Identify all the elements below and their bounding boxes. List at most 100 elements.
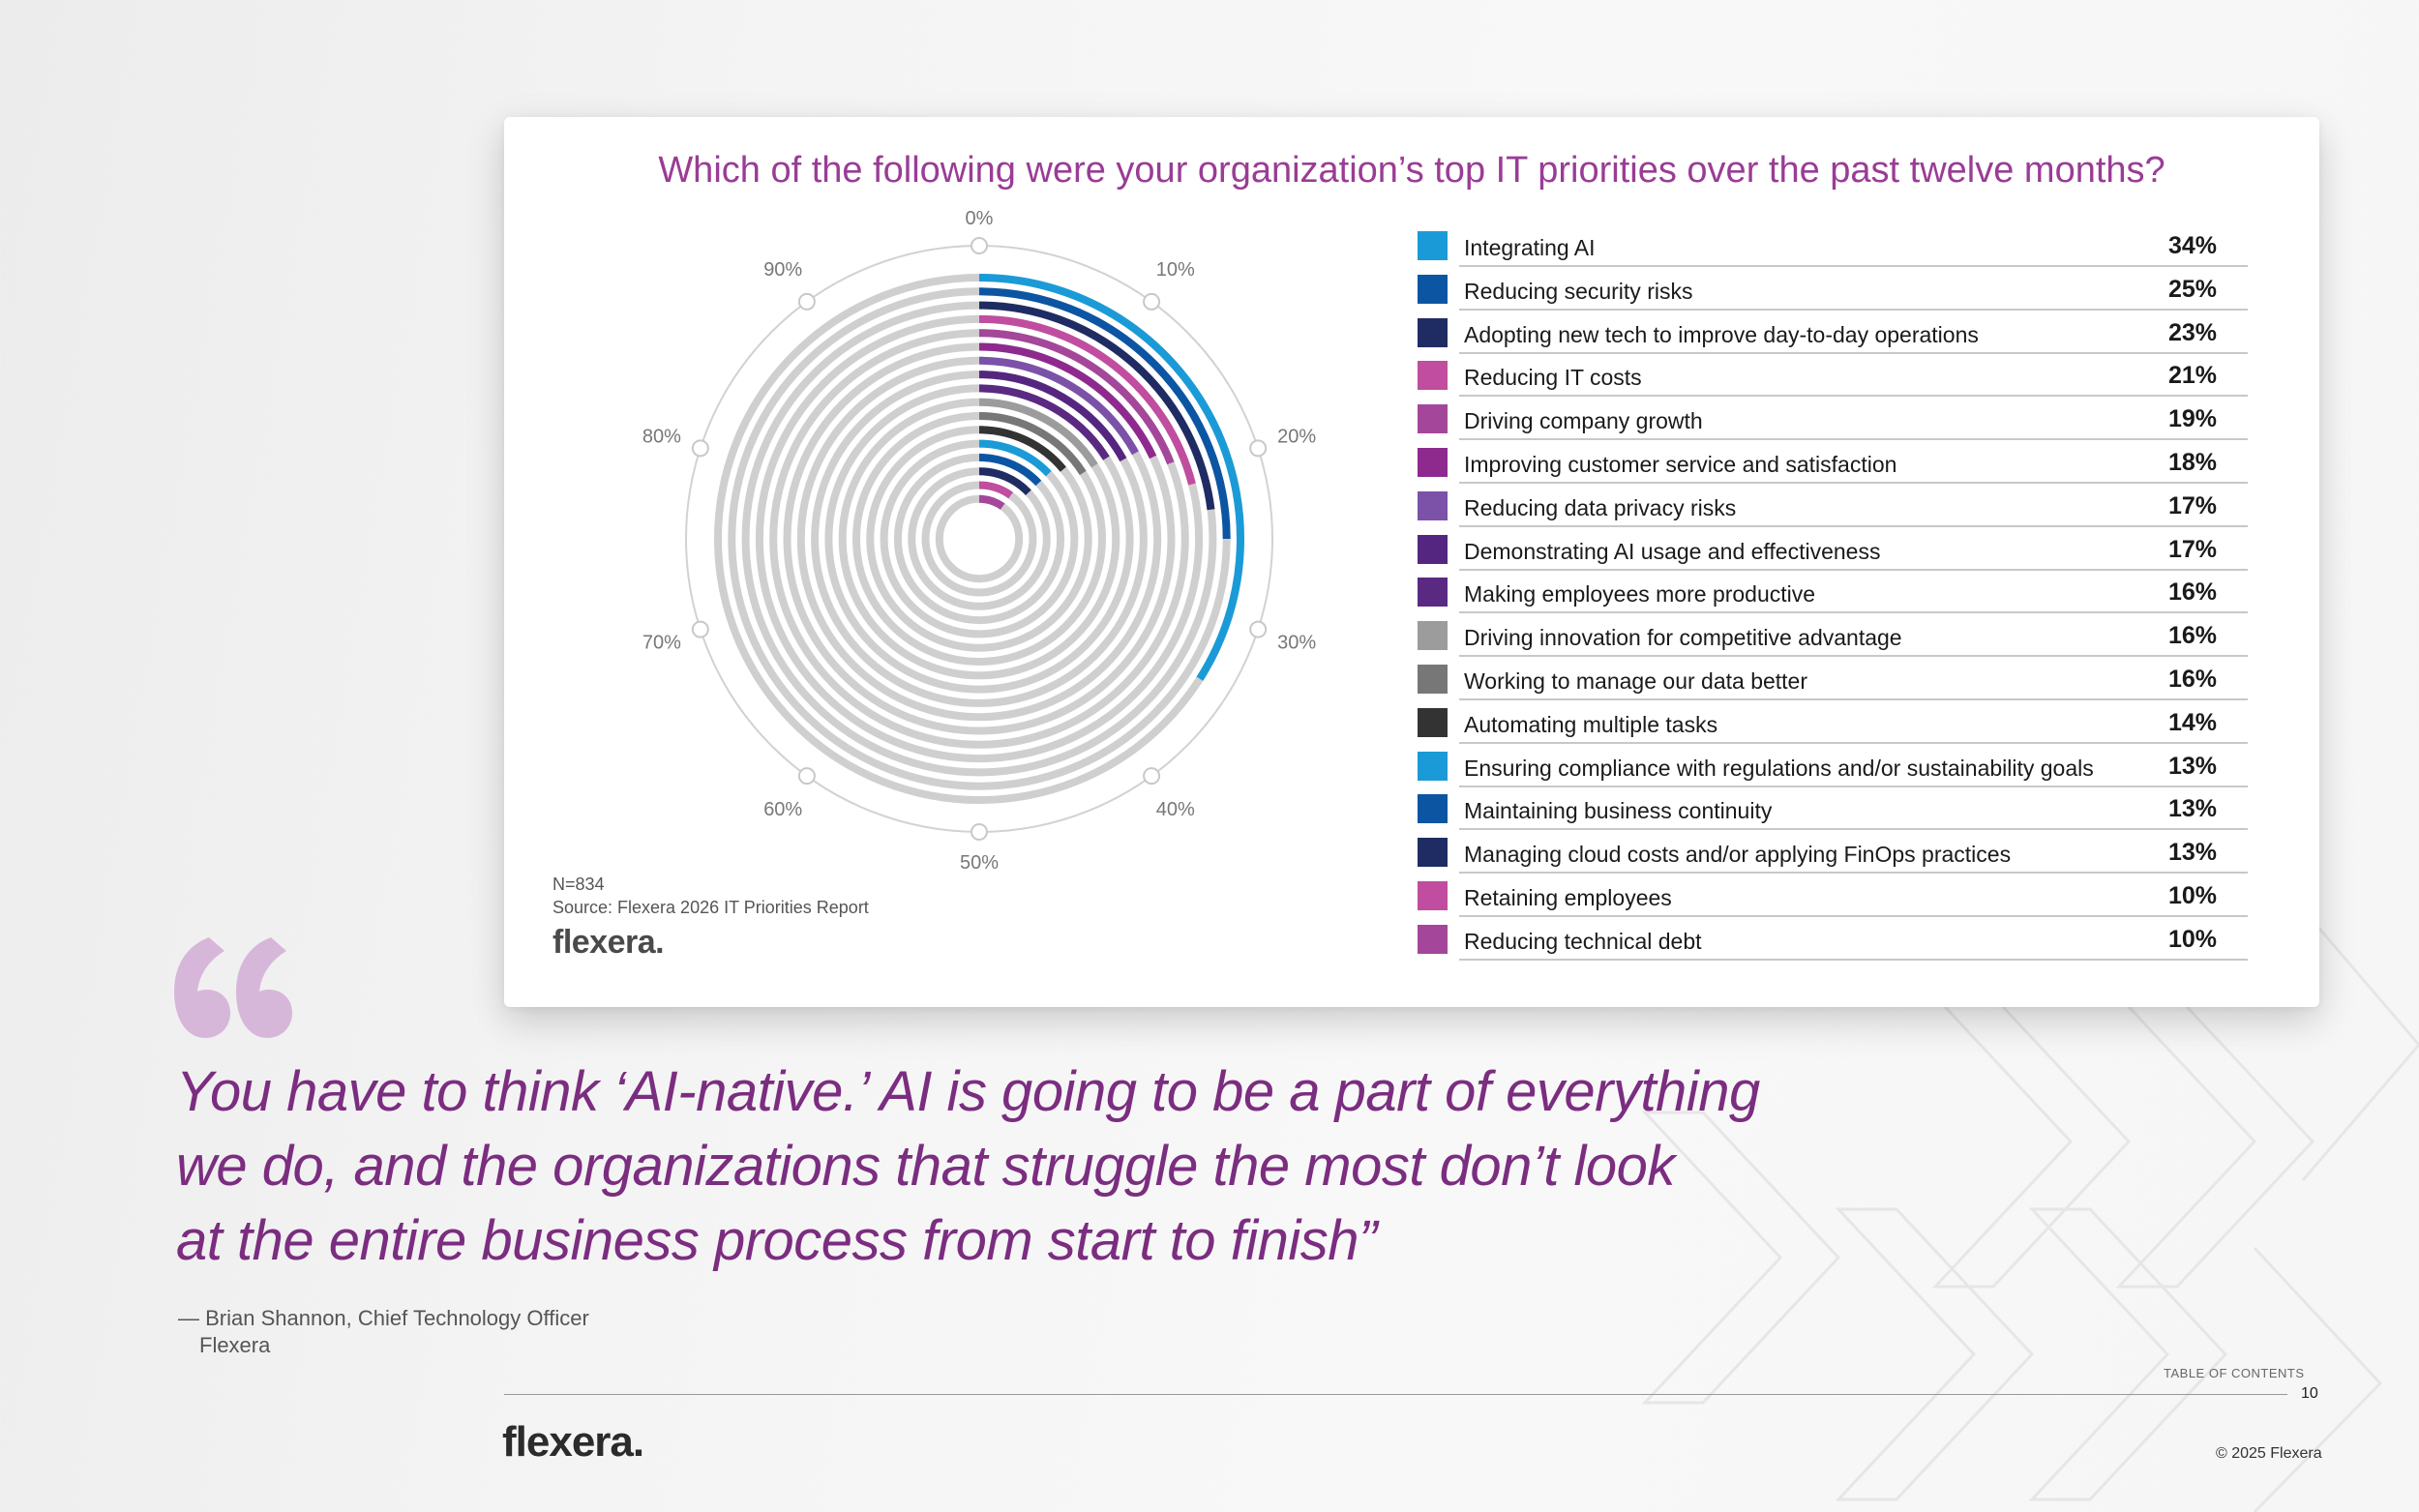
legend-item: Retaining employees 10% (1399, 874, 2419, 917)
tick-marker (691, 439, 709, 458)
legend-row-divider (1459, 308, 2248, 311)
legend-row-divider (1459, 741, 2248, 744)
tick-marker (1249, 620, 1268, 638)
legend-item: Making employees more productive 16% (1399, 570, 2419, 614)
legend-item: Improving customer service and satisfact… (1399, 440, 2419, 484)
legend-value: 14% (2167, 708, 2218, 736)
legend-swatch (1418, 448, 1448, 477)
legend-item: Adopting new tech to improve day-to-day … (1399, 311, 2419, 354)
legend-swatch (1418, 751, 1448, 781)
legend-value: 13% (2167, 795, 2218, 823)
legend-swatch (1418, 317, 1448, 347)
legend-value: 21% (2167, 362, 2218, 390)
legend-value: 13% (2167, 839, 2218, 867)
legend-item: Maintaining business continuity 13% (1399, 786, 2419, 831)
tick-label: 10% (1156, 259, 1195, 281)
bar-16 (978, 481, 1013, 499)
tick-label: 30% (1277, 633, 1316, 654)
legend-swatch (1418, 794, 1448, 824)
tick-marker (1249, 439, 1268, 458)
legend-label: Adopting new tech to improve day-to-day … (1464, 321, 1979, 347)
attribution-company: Flexera (199, 1333, 271, 1357)
legend-swatch (1418, 621, 1448, 651)
legend-swatch (1418, 231, 1448, 260)
bar-12 (978, 426, 1066, 472)
legend-item: Demonstrating AI usage and effectiveness… (1399, 527, 2419, 571)
legend-value: 16% (2167, 622, 2218, 650)
legend-row-divider (1459, 915, 2248, 917)
footer-logo: flexera. (502, 1418, 644, 1466)
bar-14 (978, 453, 1042, 487)
legend-value: 17% (2167, 491, 2218, 519)
legend-label: Working to manage our data better (1464, 668, 1808, 694)
legend-value: 19% (2167, 405, 2218, 433)
bar-1 (978, 274, 1244, 681)
quote-line: at the entire business process from star… (176, 1209, 1377, 1272)
legend-label: Improving customer service and satisfact… (1464, 452, 1897, 477)
legend-label: Driving innovation for competitive advan… (1464, 625, 1902, 651)
legend-swatch (1418, 881, 1448, 910)
quote-text: You have to think ‘AI-native.’ AI is goi… (176, 1054, 1802, 1278)
bar-9 (978, 384, 1110, 460)
legend-value: 13% (2167, 752, 2218, 780)
legend-item: Reducing data privacy risks 17% (1399, 484, 2419, 527)
legend-value: 17% (2167, 535, 2218, 563)
legend-value: 23% (2167, 318, 2218, 346)
tick-marker (971, 823, 988, 841)
sample-size: N=834 (552, 875, 605, 894)
legend-label: Ensuring compliance with regulations and… (1464, 755, 2094, 781)
legend-item: Driving company growth 19% (1399, 397, 2419, 441)
legend-row-divider (1459, 438, 2248, 441)
legend-row-divider (1459, 785, 2248, 787)
bar-10 (978, 398, 1098, 468)
legend-row-divider (1459, 698, 2248, 700)
legend-row-divider (1459, 958, 2248, 961)
quote-line: we do, and the organizations that strugg… (176, 1135, 1675, 1198)
attribution-name: — Brian Shannon, Chief Technology Office… (178, 1306, 589, 1330)
bar-11 (978, 412, 1087, 476)
tick-label: 50% (960, 852, 999, 874)
legend-item: Automating multiple tasks 14% (1399, 700, 2419, 744)
legend-swatch (1418, 578, 1448, 608)
legend-row-divider (1459, 655, 2248, 658)
tick-marker (797, 292, 816, 311)
chart-title: Which of the following were your organiz… (658, 150, 2165, 191)
tick-label: 0% (966, 208, 994, 229)
legend-row-divider (1459, 265, 2248, 267)
bar-6 (978, 342, 1157, 460)
track-ring (935, 494, 1024, 583)
tick-marker (1143, 767, 1161, 786)
bar-4 (978, 314, 1196, 486)
legend-value: 16% (2167, 666, 2218, 693)
tick-marker (1143, 292, 1161, 311)
legend-swatch (1418, 274, 1448, 304)
page-number: 10 (2301, 1385, 2318, 1402)
tick-marker (691, 620, 709, 638)
legend-label: Driving company growth (1464, 408, 1703, 434)
legend-label: Reducing security risks (1464, 278, 1693, 304)
tick-label: 40% (1156, 799, 1195, 820)
table-of-contents-link[interactable]: TABLE OF CONTENTS (2164, 1366, 2305, 1380)
legend-item: Managing cloud costs and/or applying Fin… (1399, 830, 2419, 875)
legend-value: 25% (2167, 275, 2218, 303)
legend-value: 10% (2167, 882, 2218, 909)
legend-row-divider (1459, 524, 2248, 527)
legend-value: 10% (2167, 925, 2218, 953)
bar-2 (978, 287, 1231, 540)
legend-row-divider (1459, 872, 2248, 875)
legend-row-divider (1459, 395, 2248, 398)
legend-item: Integrating AI 34% (1399, 223, 2419, 267)
quote-mark-icon (174, 937, 292, 1038)
tick-label: 60% (763, 799, 802, 820)
legend-label: Reducing technical debt (1464, 928, 1702, 954)
legend-item: Reducing security risks 25% (1399, 267, 2419, 311)
legend-item: Driving innovation for competitive advan… (1399, 613, 2419, 658)
radial-bar-chart: 0% 10% 20% 30% 40% 50% 60% 70% 80% 90% (642, 208, 1316, 874)
legend-item: Reducing IT costs 21% (1399, 353, 2419, 398)
legend-row-divider (1459, 611, 2248, 614)
quote-attribution: — Brian Shannon, Chief Technology Office… (178, 1305, 589, 1359)
legend-label: Maintaining business continuity (1464, 798, 1773, 824)
legend-swatch (1418, 924, 1448, 954)
legend-label: Reducing data privacy risks (1464, 494, 1737, 520)
